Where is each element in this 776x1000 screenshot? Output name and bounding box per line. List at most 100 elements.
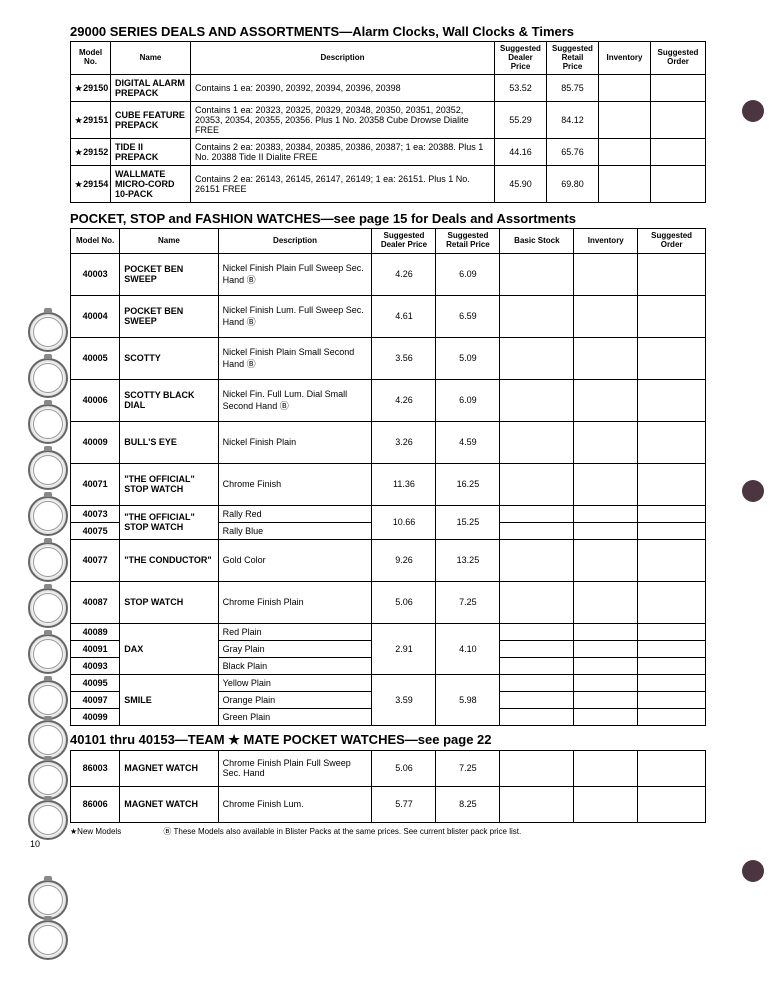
pocket-watch-icon <box>28 920 68 960</box>
cell: DIGITAL ALARM PREPACK <box>111 75 191 102</box>
cell <box>500 295 574 337</box>
th-order: Suggested Order <box>638 229 706 254</box>
cell: 40091 <box>71 640 120 657</box>
cell: 15.25 <box>436 505 500 539</box>
cell: "THE CONDUCTOR" <box>120 539 218 581</box>
cell: 40097 <box>71 691 120 708</box>
table-row: 40077"THE CONDUCTOR"Gold Color9.2613.25 <box>71 539 706 581</box>
footnote-star: ★New Models <box>70 827 121 836</box>
cell: Chrome Finish Plain <box>218 581 372 623</box>
cell <box>500 379 574 421</box>
cell: 9.26 <box>372 539 436 581</box>
cell: 40099 <box>71 708 120 725</box>
cell: 44.16 <box>495 139 547 166</box>
pocket-watch-icon <box>28 450 68 490</box>
cell: 40073 <box>71 505 120 522</box>
pocket-watch-icon <box>28 680 68 720</box>
cell: 40075 <box>71 522 120 539</box>
cell <box>500 640 574 657</box>
cell <box>500 522 574 539</box>
cell: Nickel Finish Plain Small Second Hand Ⓑ <box>218 337 372 379</box>
cell <box>638 674 706 691</box>
cell: MAGNET WATCH <box>120 786 218 822</box>
table-row: 86003MAGNET WATCHChrome Finish Plain Ful… <box>71 750 706 786</box>
cell: 6.09 <box>436 253 500 295</box>
deals-table: Model No. Name Description Suggested Dea… <box>70 41 706 203</box>
cell <box>574 539 638 581</box>
table-row: 29152TIDE II PREPACKContains 2 ea: 20383… <box>71 139 706 166</box>
cell <box>638 691 706 708</box>
cell: 86006 <box>71 786 120 822</box>
pocket-watch-icon <box>28 880 68 920</box>
cell <box>638 539 706 581</box>
footnote-blister: Ⓑ These Models also available in Blister… <box>163 827 521 836</box>
cell: MAGNET WATCH <box>120 750 218 786</box>
cell <box>500 623 574 640</box>
cell: Yellow Plain <box>218 674 372 691</box>
cell <box>574 691 638 708</box>
cell: Red Plain <box>218 623 372 640</box>
binder-hole <box>742 100 764 122</box>
cell: 40087 <box>71 581 120 623</box>
cell: 5.98 <box>436 674 500 725</box>
th-basic: Basic Stock <box>500 229 574 254</box>
table-row: 40095SMILEYellow Plain3.595.98 <box>71 674 706 691</box>
cell: Orange Plain <box>218 691 372 708</box>
cell <box>574 623 638 640</box>
cell <box>574 379 638 421</box>
th-inv: Inventory <box>574 229 638 254</box>
cell <box>574 581 638 623</box>
cell <box>651 75 706 102</box>
table-row: 40087STOP WATCHChrome Finish Plain5.067.… <box>71 581 706 623</box>
table-row: 40003POCKET BEN SWEEPNickel Finish Plain… <box>71 253 706 295</box>
cell: 5.06 <box>372 750 436 786</box>
cell: 6.59 <box>436 295 500 337</box>
page-number: 10 <box>30 839 40 849</box>
cell <box>638 337 706 379</box>
cell: 53.52 <box>495 75 547 102</box>
table-row: 40089DAXRed Plain2.914.10 <box>71 623 706 640</box>
cell: Contains 2 ea: 20383, 20384, 20385, 2038… <box>191 139 495 166</box>
cell <box>638 657 706 674</box>
pocket-watch-icon <box>28 542 68 582</box>
cell <box>638 463 706 505</box>
cell: CUBE FEATURE PREPACK <box>111 102 191 139</box>
footnote-row: ★New Models Ⓑ These Models also availabl… <box>70 826 706 837</box>
cell: Green Plain <box>218 708 372 725</box>
cell: 16.25 <box>436 463 500 505</box>
cell <box>638 522 706 539</box>
cell: 4.26 <box>372 253 436 295</box>
cell <box>500 253 574 295</box>
cell: 13.25 <box>436 539 500 581</box>
cell: 40093 <box>71 657 120 674</box>
cell: 69.80 <box>547 166 599 203</box>
cell <box>500 421 574 463</box>
cell <box>500 657 574 674</box>
cell: 40095 <box>71 674 120 691</box>
cell: 6.09 <box>436 379 500 421</box>
th-desc: Description <box>218 229 372 254</box>
cell <box>574 505 638 522</box>
cell: Nickel Finish Plain <box>218 421 372 463</box>
cell <box>500 691 574 708</box>
cell: 11.36 <box>372 463 436 505</box>
cell: WALLMATE MICRO-CORD 10-PACK <box>111 166 191 203</box>
table-row: 29151CUBE FEATURE PREPACKContains 1 ea: … <box>71 102 706 139</box>
cell: 3.56 <box>372 337 436 379</box>
pocket-watch-icon <box>28 634 68 674</box>
cell: 29152 <box>71 139 111 166</box>
cell: Gray Plain <box>218 640 372 657</box>
cell: 40006 <box>71 379 120 421</box>
cell <box>500 708 574 725</box>
cell <box>638 421 706 463</box>
cell: 55.29 <box>495 102 547 139</box>
cell: 40003 <box>71 253 120 295</box>
cell: TIDE II PREPACK <box>111 139 191 166</box>
cell: SMILE <box>120 674 218 725</box>
th-model: Model No. <box>71 42 111 75</box>
cell: 40009 <box>71 421 120 463</box>
cell <box>638 379 706 421</box>
cell <box>574 295 638 337</box>
section2-title: POCKET, STOP and FASHION WATCHES—see pag… <box>70 211 706 226</box>
cell <box>599 166 651 203</box>
